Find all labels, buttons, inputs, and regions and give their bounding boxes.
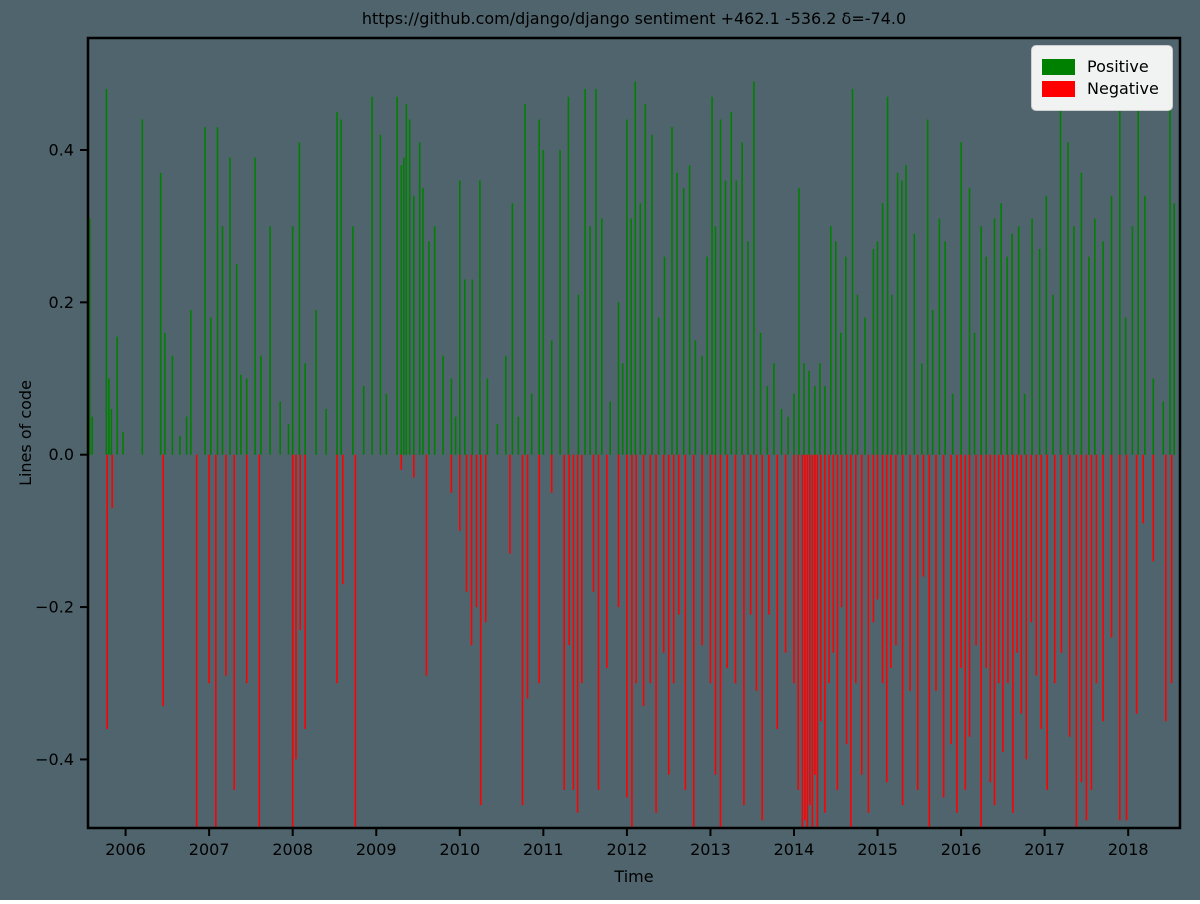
x-tick-label: 2017 [1024,840,1065,859]
y-tick-label: 0.0 [49,445,74,464]
x-tick-label: 2011 [523,840,564,859]
x-tick-label: 2010 [439,840,480,859]
x-tick-label: 2018 [1108,840,1149,859]
legend-label-positive: Positive [1087,57,1149,76]
x-tick-label: 2008 [272,840,313,859]
legend-label-negative: Negative [1087,79,1159,98]
x-tick-label: 2007 [189,840,230,859]
legend-entry-negative: Negative [1042,81,1162,97]
y-tick-label: −0.2 [35,598,74,617]
y-tick-label: 0.2 [49,293,74,312]
chart-title: https://github.com/django/django sentime… [362,9,906,28]
bars-layer [88,81,1175,828]
legend: Positive Negative [1031,45,1173,111]
x-tick-label: 2009 [356,840,397,859]
x-axis-label: Time [613,867,653,886]
legend-entry-positive: Positive [1042,59,1162,75]
x-tick-label: 2013 [690,840,731,859]
x-tick-label: 2012 [607,840,648,859]
positive-swatch-icon [1042,59,1075,75]
ticks-layer [80,148,1130,836]
x-tick-label: 2015 [857,840,898,859]
y-tick-label: 0.4 [49,140,74,159]
y-tick-label: −0.4 [35,750,74,769]
x-tick-label: 2016 [941,840,982,859]
x-tick-label: 2006 [105,840,146,859]
negative-swatch-icon [1042,81,1075,97]
plot-border [86,36,1182,830]
tick-labels-layer: 2006 2007 2008 2009 2010 2011 2012 2013 2014 2015… [35,140,1148,859]
x-tick-label: 2014 [774,840,815,859]
y-axis-label: Lines of code [16,380,35,486]
